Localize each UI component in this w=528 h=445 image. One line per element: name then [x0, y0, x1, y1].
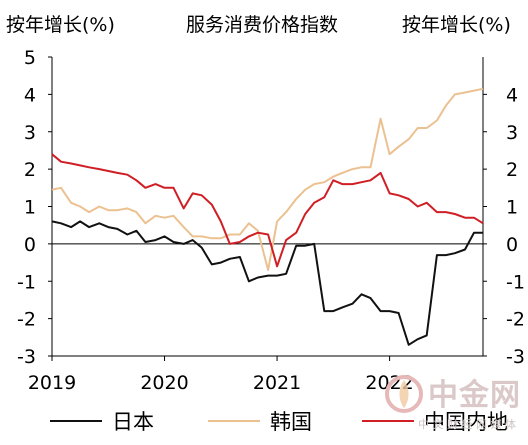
y-tick-label-right: -2 [506, 309, 525, 331]
y-tick-label-left: 3 [24, 122, 36, 144]
legend-item-japan: 日本 [50, 404, 154, 438]
y-tick-label-left: 5 [24, 47, 36, 69]
y-tick-label-right: 3 [506, 122, 518, 144]
legend-swatch-japan [50, 420, 102, 422]
watermark-name: 中金网 [428, 378, 521, 413]
x-tick-label: 2020 [140, 372, 188, 394]
x-tick-label: 2019 [28, 372, 76, 394]
series-line-japan [51, 220, 483, 346]
legend-label-korea: 韩国 [270, 410, 312, 434]
right-axis-label: 按年增长(%) [402, 14, 511, 36]
legend-item-korea: 韩国 [208, 404, 312, 438]
watermark-subtitle: 中 文 财 经 网 媒 体 [418, 418, 516, 431]
series-line-china [51, 153, 484, 268]
y-tick-label-right: 0 [506, 234, 518, 256]
chart-series-layer [51, 87, 484, 346]
y-tick-label-right: 4 [506, 84, 518, 106]
x-tick-label: 2021 [253, 372, 301, 394]
legend-label-japan: 日本 [112, 410, 154, 434]
legend-item-china: 中国内地 [362, 404, 508, 438]
y-tick-label-left: 1 [24, 197, 36, 219]
chart-title: 服务消费价格指数 [186, 14, 339, 36]
y-tick-label-right: 2 [506, 159, 518, 181]
left-axis-label: 按年增长(%) [6, 14, 115, 36]
legend-label-china: 中国内地 [424, 410, 508, 434]
y-tick-label-right: -1 [506, 271, 525, 293]
series-line-korea [51, 87, 484, 271]
y-tick-label-left: 0 [24, 234, 36, 256]
y-tick-label-right: -3 [506, 346, 525, 368]
chart-legend: 日本 韩国 中国内地 [40, 404, 528, 444]
legend-swatch-china [362, 420, 414, 422]
y-tick-label-left: -2 [17, 309, 36, 331]
y-tick-label-right: 1 [506, 197, 518, 219]
y-tick-label-left: -3 [17, 346, 36, 368]
watermark-logo-icon [385, 375, 423, 413]
y-tick-label-left: 2 [24, 159, 36, 181]
y-tick-label-left: -1 [17, 271, 36, 293]
watermark: 中金网 中 文 财 经 网 媒 体 [378, 360, 528, 445]
y-tick-label-left: 4 [24, 84, 36, 106]
legend-swatch-korea [208, 420, 260, 422]
